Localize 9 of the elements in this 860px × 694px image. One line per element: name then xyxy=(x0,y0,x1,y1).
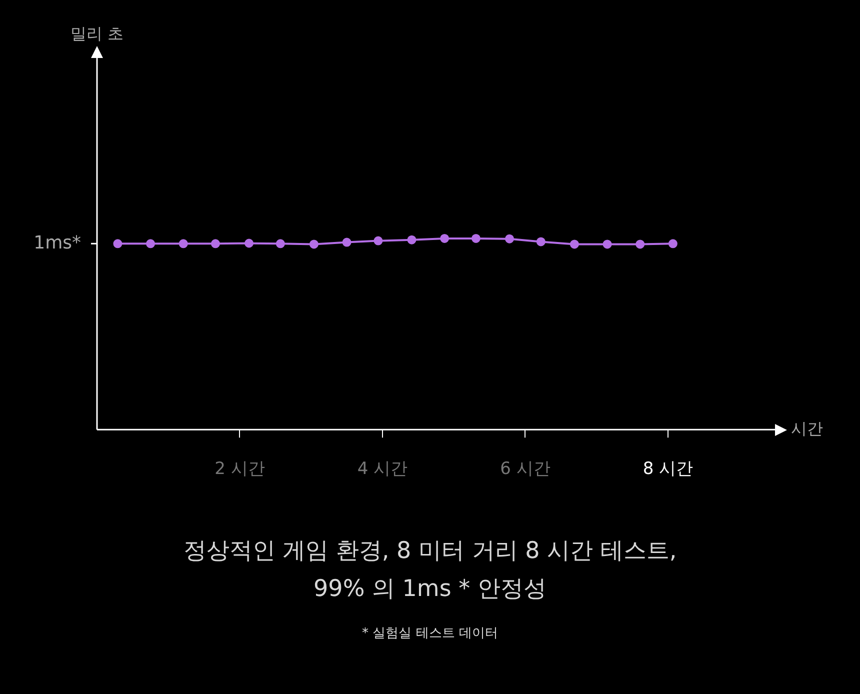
x-tick-label: 8 시간 xyxy=(642,459,694,480)
x-tick-label: 6 시간 xyxy=(500,459,550,480)
text: 정상적인 게임 환경, 8 미터 거리 8 시간 테스트, 99% 의 1ms * 안정성 xyxy=(182,537,678,604)
x-axis-title: 시간 xyxy=(791,418,823,438)
x-tick-label: 4 시간 xyxy=(357,459,408,480)
text: 1ms* xyxy=(34,232,81,254)
text: * 실험실 테스트 데이터 xyxy=(361,625,499,642)
x-tick-label: 2 시간 xyxy=(214,459,265,480)
text: 밀리 초 xyxy=(70,24,124,44)
